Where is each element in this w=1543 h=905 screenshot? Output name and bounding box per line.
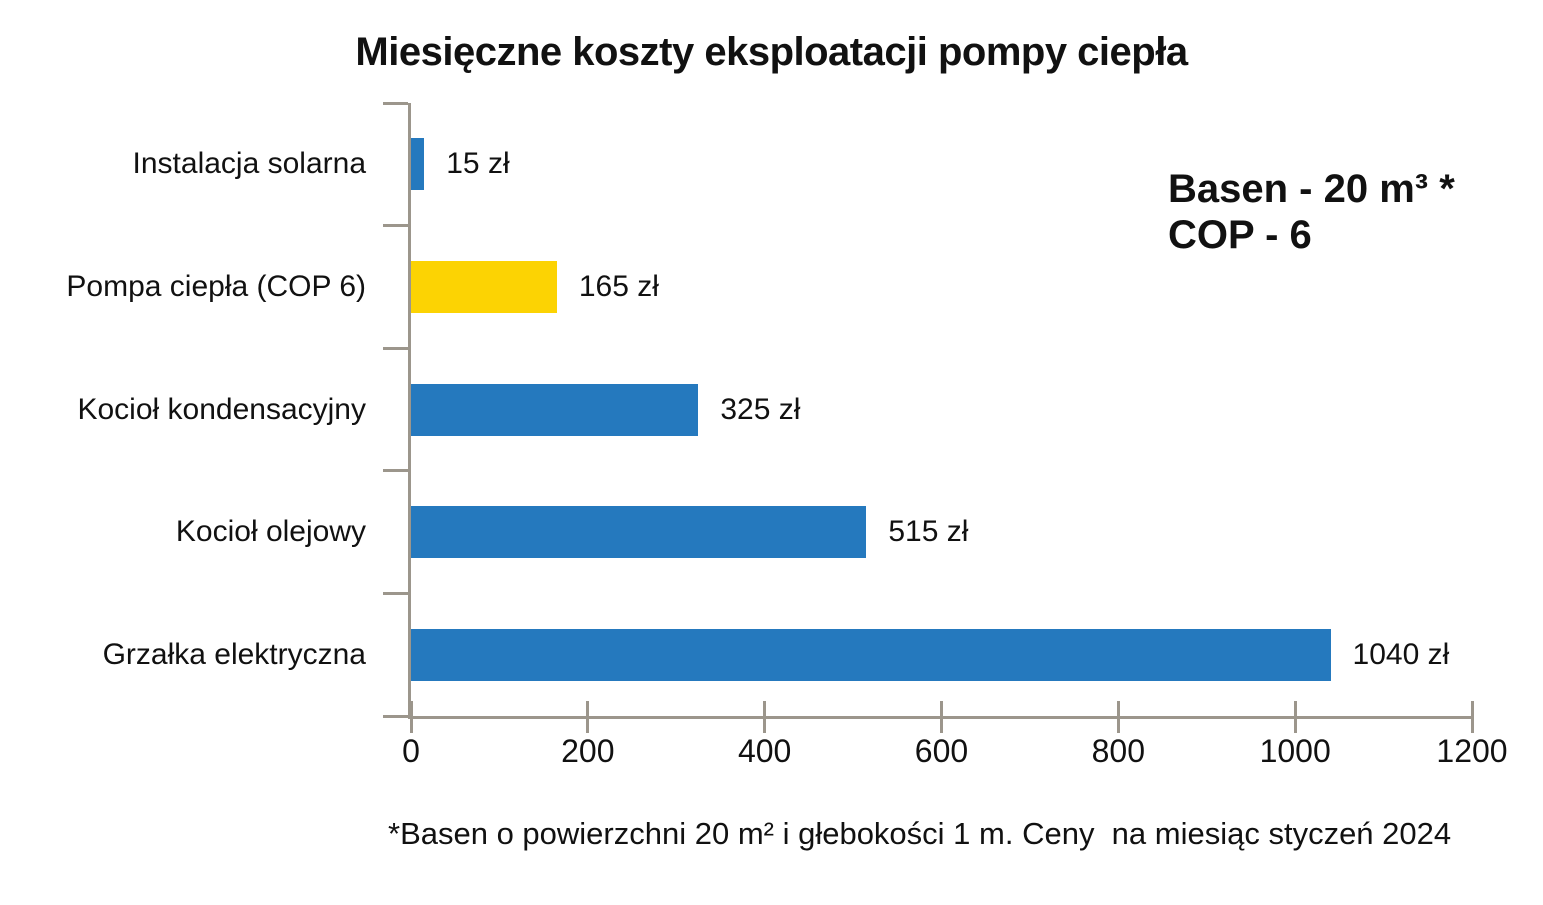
y-axis-tick: [383, 591, 408, 595]
pool-annotation: Basen - 20 m³ * COP - 6: [1168, 166, 1455, 259]
y-axis-tick: [383, 469, 408, 473]
x-axis-tick-label: 800: [1091, 733, 1146, 769]
footnote: *Basen o powierzchni 20 m² i głebokości …: [388, 816, 1452, 851]
x-axis-tick-label: 1000: [1259, 733, 1331, 769]
bar: [411, 138, 425, 191]
bar: [411, 506, 867, 559]
bar: [411, 628, 1331, 681]
x-axis-tick: [1293, 701, 1297, 733]
category-label: Grzałka elektryczna: [102, 637, 366, 671]
annotation-line-cop: COP - 6: [1168, 213, 1312, 258]
plot-area: Instalacja solarna 15 zł Pompa ciepła (COP…: [66, 101, 1508, 769]
x-axis-tick: [1116, 701, 1120, 733]
category-label: Kocioł olejowy: [175, 515, 366, 549]
value-label: 325 zł: [720, 392, 801, 426]
value-label: 165 zł: [578, 269, 659, 303]
y-axis-tick: [383, 714, 408, 718]
x-axis-tick-label: 200: [561, 733, 615, 769]
category-label: Instalacja solarna: [132, 147, 366, 181]
x-axis-tick-label: 1200: [1436, 733, 1508, 769]
y-axis-tick: [383, 224, 408, 228]
x-axis-tick-label: 0: [402, 733, 420, 769]
x-axis-tick: [586, 701, 590, 733]
x-axis-tick-label: 400: [737, 733, 792, 769]
x-axis-tick: [1470, 701, 1474, 733]
category-label: Pompa ciepła (COP 6): [66, 269, 366, 303]
bar: [411, 260, 557, 313]
value-label: 1040 zł: [1352, 637, 1450, 671]
x-axis-tick: [409, 701, 413, 733]
chart-title: Miesięczne koszty eksploatacji pompy cie…: [355, 30, 1188, 74]
x-axis-tick: [940, 701, 943, 733]
annotation-line-basen: Basen - 20 m³ *: [1168, 167, 1455, 211]
x-axis-tick: [763, 701, 767, 733]
category-label: Kocioł kondensacyjny: [77, 392, 366, 426]
value-label: 15 zł: [446, 147, 510, 181]
bar: [411, 383, 699, 436]
x-axis-tick-label: 600: [914, 733, 969, 769]
y-axis-tick: [383, 101, 408, 105]
y-axis-tick: [383, 346, 408, 350]
value-label: 515 zł: [888, 515, 969, 549]
